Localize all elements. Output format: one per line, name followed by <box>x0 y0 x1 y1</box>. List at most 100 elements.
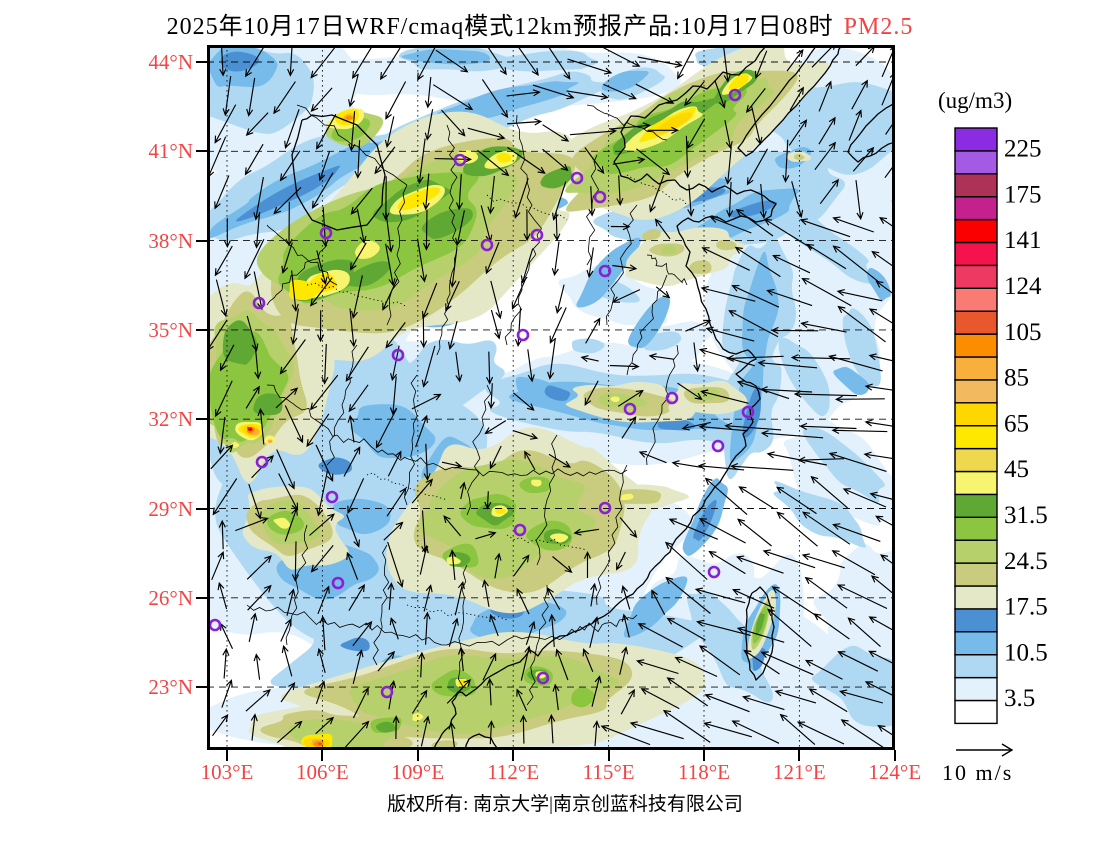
wind-arrow <box>704 477 748 516</box>
lat-label: 29°N <box>148 496 193 521</box>
colorbar-box <box>954 631 998 656</box>
wind-arrow <box>548 613 556 647</box>
wind-arrow <box>553 211 561 242</box>
wind-arrow <box>244 238 265 280</box>
wind-arrow <box>386 487 407 517</box>
colorbar-box <box>954 654 998 679</box>
wind-arrow <box>317 647 326 673</box>
wind-arrow <box>310 87 333 112</box>
wind-arrow <box>343 446 361 477</box>
lon-tick <box>226 750 228 761</box>
wind-arrows-layer <box>206 39 930 752</box>
wind-arrow <box>455 210 465 246</box>
wind-arrow <box>447 320 458 350</box>
city-marker <box>380 685 394 699</box>
wind-arrow <box>420 715 431 747</box>
wind-arrow <box>818 80 832 112</box>
lon-tick <box>607 750 610 761</box>
wind-arrow <box>346 551 359 580</box>
wind-arrow <box>834 395 885 403</box>
colorbar-box <box>954 470 998 496</box>
wind-arrow <box>385 322 406 349</box>
wind-arrow <box>584 380 599 406</box>
wind-arrow <box>215 279 228 317</box>
wind-arrow <box>698 423 748 432</box>
wind-arrow <box>348 74 359 108</box>
wind-arrow <box>346 514 360 548</box>
wind-arrow <box>610 223 631 231</box>
wind-arrow <box>487 176 495 215</box>
wind-arrow <box>724 422 782 431</box>
wind-arrow <box>804 576 848 609</box>
city-marker <box>391 348 405 362</box>
lon-tick <box>321 750 324 761</box>
colorbar-label: 105 <box>1004 319 1042 346</box>
city-marker <box>319 226 333 240</box>
wind-arrow <box>291 270 299 313</box>
wind-arrow <box>735 208 774 237</box>
lat-tick <box>196 61 207 63</box>
wind-arrow <box>281 242 293 274</box>
colorbar-boxes <box>954 127 998 725</box>
wind-arrow <box>482 652 497 681</box>
wind-arrow <box>390 345 400 382</box>
lon-tick <box>703 750 705 761</box>
wind-arrow <box>831 550 876 576</box>
wind-arrow <box>700 286 756 302</box>
wind-arrow <box>709 216 752 234</box>
wind-arrow <box>808 688 848 713</box>
wind-arrow <box>583 550 592 578</box>
wind-arrow <box>726 354 784 362</box>
wind-arrow <box>441 109 466 137</box>
wind-arrow <box>276 449 295 490</box>
wind-arrow <box>548 713 556 744</box>
wind-arrow <box>273 186 302 215</box>
wind-arrow <box>700 389 749 404</box>
wind-arrow <box>730 462 794 471</box>
wind-arrow <box>454 581 465 616</box>
wind-arrow <box>705 326 755 342</box>
wind-arrow <box>687 184 695 217</box>
city-marker <box>598 264 612 278</box>
wind-arrow <box>348 384 369 413</box>
wind-arrow <box>245 689 271 712</box>
wind-arrow <box>211 550 225 581</box>
wind-arrow <box>685 319 712 332</box>
wind-arrow <box>415 414 428 448</box>
city-marker <box>453 153 467 167</box>
city-marker <box>513 523 527 537</box>
colorbar-box <box>954 539 998 564</box>
wind-arrow <box>513 178 529 219</box>
wind-arrow <box>722 41 731 83</box>
wind-arrow <box>855 180 864 221</box>
wind-arrow <box>724 146 732 185</box>
city-marker <box>665 391 679 405</box>
wind-arrow <box>734 246 781 278</box>
wind-arrow <box>701 247 750 271</box>
wind-arrow <box>828 354 883 372</box>
wind-arrow <box>280 682 296 703</box>
colorbar: 3.5 10.5 17.5 24.5 31.5 45 65 85 105 124 141 175 225 <box>954 127 1048 725</box>
colorbar-label: 31.5 <box>1004 502 1048 529</box>
wind-arrow <box>214 175 230 210</box>
wind-arrow <box>411 689 428 714</box>
wind-arrow <box>418 651 426 678</box>
wind-arrow <box>603 83 637 100</box>
lat-tick <box>196 596 207 599</box>
wind-arrow <box>767 608 812 647</box>
wind-arrow <box>637 56 683 68</box>
lon-label: 118°E <box>678 760 730 784</box>
wind-arrow <box>511 277 527 310</box>
colorbar-box <box>954 356 998 381</box>
wind-arrow <box>387 450 402 477</box>
map-frame <box>207 45 895 750</box>
wind-arrow <box>801 277 852 307</box>
wind-arrow <box>619 646 629 675</box>
wind-arrow <box>802 511 851 545</box>
wind-arrow <box>566 90 609 101</box>
wind-arrow <box>738 486 774 509</box>
colorbar-box <box>954 402 998 427</box>
wind-arrow <box>275 387 299 409</box>
wind-arrow <box>527 349 535 383</box>
wind-arrow <box>356 208 367 245</box>
